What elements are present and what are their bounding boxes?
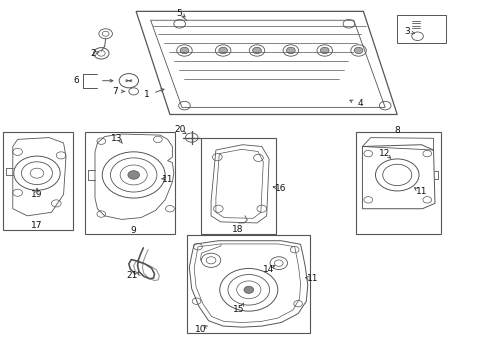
Circle shape bbox=[243, 286, 253, 293]
Circle shape bbox=[180, 47, 188, 54]
Text: 21: 21 bbox=[126, 271, 137, 281]
Text: 18: 18 bbox=[231, 225, 243, 234]
Text: 13: 13 bbox=[111, 134, 122, 143]
Bar bbox=[186, 235, 310, 333]
Text: 3: 3 bbox=[403, 27, 409, 36]
Bar bbox=[85, 132, 174, 233]
Circle shape bbox=[353, 47, 362, 54]
Bar bbox=[3, 132, 73, 230]
Text: 6: 6 bbox=[74, 76, 79, 85]
Text: 20: 20 bbox=[174, 125, 185, 134]
Text: 1: 1 bbox=[144, 90, 149, 99]
Text: 7: 7 bbox=[112, 87, 118, 96]
Text: 4: 4 bbox=[357, 99, 362, 107]
Text: 12: 12 bbox=[378, 149, 389, 158]
Circle shape bbox=[252, 47, 261, 54]
Text: 5: 5 bbox=[175, 9, 181, 18]
Text: 15: 15 bbox=[232, 305, 244, 313]
Text: 10: 10 bbox=[194, 326, 206, 335]
Circle shape bbox=[218, 47, 227, 54]
Text: 11: 11 bbox=[306, 274, 318, 283]
Text: 9: 9 bbox=[131, 226, 136, 235]
Text: 11: 11 bbox=[162, 175, 173, 184]
Circle shape bbox=[128, 171, 139, 179]
Text: 2: 2 bbox=[90, 49, 96, 58]
Bar bbox=[396, 15, 445, 43]
Text: 11: 11 bbox=[415, 187, 426, 196]
Bar bbox=[201, 137, 276, 233]
Text: 19: 19 bbox=[31, 190, 43, 199]
Bar bbox=[355, 132, 440, 233]
Text: 16: 16 bbox=[274, 183, 286, 193]
Text: 14: 14 bbox=[262, 265, 274, 275]
Circle shape bbox=[286, 47, 295, 54]
Text: 17: 17 bbox=[31, 221, 43, 230]
Text: 8: 8 bbox=[393, 126, 399, 135]
Circle shape bbox=[320, 47, 328, 54]
